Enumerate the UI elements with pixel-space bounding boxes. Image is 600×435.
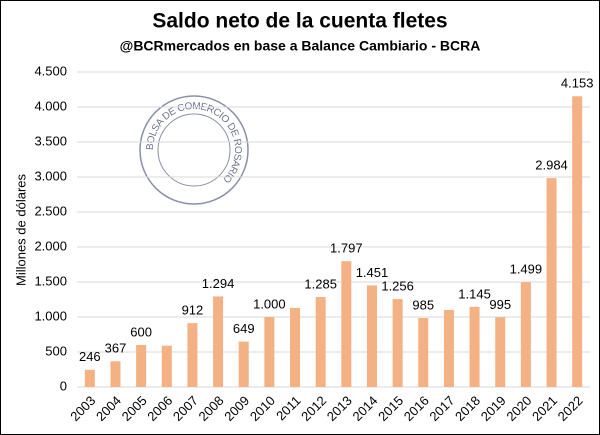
bar bbox=[341, 261, 352, 387]
bar bbox=[136, 345, 147, 387]
logo-ring bbox=[139, 95, 249, 205]
bar bbox=[213, 296, 224, 387]
data-label: 1.145 bbox=[458, 286, 491, 301]
bar bbox=[264, 317, 275, 387]
bar bbox=[443, 310, 454, 387]
bar bbox=[161, 345, 172, 387]
data-label: 367 bbox=[105, 341, 127, 356]
y-tick-label: 4.500 bbox=[34, 63, 67, 78]
data-label: 912 bbox=[182, 303, 204, 318]
data-label: 995 bbox=[489, 297, 511, 312]
bar bbox=[84, 369, 95, 387]
data-label: 1.294 bbox=[202, 276, 235, 291]
bar bbox=[187, 323, 198, 387]
data-label: 1.451 bbox=[356, 265, 389, 280]
bar bbox=[546, 178, 557, 387]
bar bbox=[290, 307, 301, 387]
bar bbox=[520, 282, 531, 387]
chart-subtitle: @BCRmercados en base a Balance Cambiario… bbox=[120, 38, 481, 54]
bar bbox=[366, 285, 377, 387]
data-label: 1.285 bbox=[304, 276, 337, 291]
y-tick-label: 1.000 bbox=[34, 308, 67, 323]
data-label: 649 bbox=[233, 321, 255, 336]
y-tick-label: 500 bbox=[45, 343, 67, 358]
bar bbox=[238, 341, 249, 387]
y-tick-label: 0 bbox=[60, 378, 67, 393]
y-tick-label: 2.000 bbox=[34, 238, 67, 253]
data-label: 2.984 bbox=[535, 158, 568, 173]
bar bbox=[469, 306, 480, 387]
y-tick-label: 2.500 bbox=[34, 203, 67, 218]
y-tick-label: 4.000 bbox=[34, 98, 67, 113]
bar bbox=[110, 361, 121, 387]
data-label: 1.000 bbox=[253, 296, 286, 311]
data-label: 1.256 bbox=[381, 279, 414, 294]
data-label: 1.499 bbox=[510, 262, 543, 277]
data-label: 4.153 bbox=[561, 76, 594, 91]
bar bbox=[418, 318, 429, 387]
data-label: 246 bbox=[79, 349, 101, 364]
y-tick-label: 3.000 bbox=[34, 168, 67, 183]
y-tick-label: 1.500 bbox=[34, 273, 67, 288]
data-label: 985 bbox=[412, 297, 434, 312]
data-label: 1.797 bbox=[330, 241, 363, 256]
bar bbox=[315, 297, 326, 387]
bar bbox=[495, 317, 506, 387]
y-axis-label: Millones de dólares bbox=[13, 174, 28, 287]
bar bbox=[392, 299, 403, 387]
bar bbox=[572, 96, 583, 387]
chart-title: Saldo neto de la cuenta fletes bbox=[152, 10, 447, 33]
logo-ring bbox=[157, 113, 231, 187]
data-label: 600 bbox=[130, 324, 152, 339]
y-tick-label: 3.500 bbox=[34, 133, 67, 148]
